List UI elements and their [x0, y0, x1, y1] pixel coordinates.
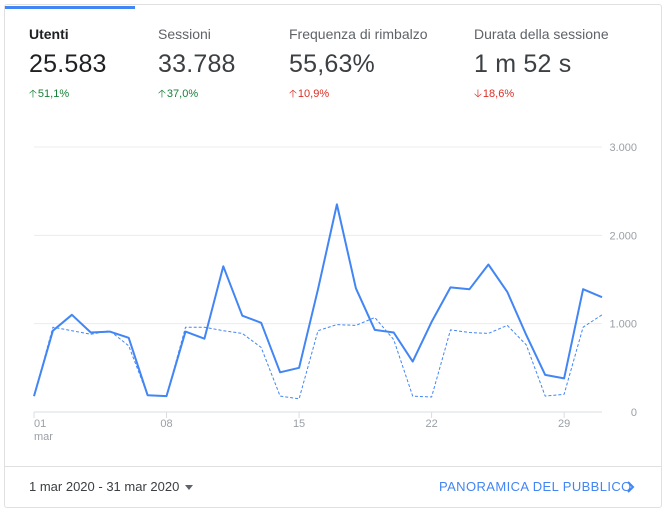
y-tick-label: 1.000	[609, 319, 637, 331]
metric-change-value: 51,1%	[37, 88, 70, 100]
footer-divider	[5, 466, 661, 467]
audience-overview-link[interactable]: PANORAMICA DEL PUBBLICO	[439, 479, 632, 494]
metric-change-value: 18,6%	[482, 88, 515, 100]
metric-tab-bounce-rate[interactable]: Frequenza di rimbalzo 55,63% 🡡10,9%	[289, 26, 428, 104]
metric-change: 🡡10,9%	[289, 85, 428, 104]
metric-change-value: 10,9%	[297, 88, 330, 100]
caret-down-icon	[185, 485, 194, 491]
series-line-current-period	[33, 203, 603, 398]
audience-card	[4, 4, 662, 508]
metric-value: 1 m 52 s	[474, 50, 572, 78]
arrow-up-icon: 🡡	[289, 88, 297, 100]
x-tick-label: 01	[34, 418, 46, 430]
metric-label: Sessioni	[158, 26, 211, 42]
x-tick-label: 22	[425, 418, 437, 430]
metric-change: 🡣18,6%	[474, 85, 609, 104]
y-tick-label: 0	[631, 407, 637, 419]
metric-value: 55,63%	[289, 50, 375, 78]
y-tick-label: 3.000	[609, 142, 637, 154]
x-tick-label: 15	[293, 418, 305, 430]
metric-change-value: 37,0%	[166, 88, 199, 100]
date-range-selector[interactable]: 1 mar 2020 - 31 mar 2020	[29, 479, 194, 494]
x-tick-sublabel: mar	[34, 431, 53, 443]
metric-label: Utenti	[29, 26, 69, 42]
metric-change: 🡡37,0%	[158, 85, 236, 104]
series-line-previous-period	[33, 314, 603, 400]
metric-value: 25.583	[29, 50, 107, 78]
metric-value: 33.788	[158, 50, 236, 78]
metric-tab-users[interactable]: Utenti 25.583 🡡51,1%	[29, 26, 107, 104]
x-tick-label: 29	[558, 418, 570, 430]
metric-tab-sessions[interactable]: Sessioni 33.788 🡡37,0%	[158, 26, 236, 104]
chevron-right-icon[interactable]	[626, 479, 636, 495]
arrow-up-icon: 🡡	[29, 88, 37, 100]
metric-change: 🡡51,1%	[29, 85, 107, 104]
arrow-down-icon: 🡣	[474, 88, 482, 100]
metric-label: Frequenza di rimbalzo	[289, 26, 428, 42]
metric-tab-session-duration[interactable]: Durata della sessione 1 m 52 s 🡣18,6%	[474, 26, 609, 104]
date-range-label: 1 mar 2020 - 31 mar 2020	[29, 479, 180, 494]
x-tick-label: 08	[160, 418, 172, 430]
y-tick-label: 2.000	[609, 230, 637, 242]
selected-metric-indicator	[5, 6, 135, 9]
arrow-up-icon: 🡡	[158, 88, 166, 100]
metric-label: Durata della sessione	[474, 26, 609, 42]
